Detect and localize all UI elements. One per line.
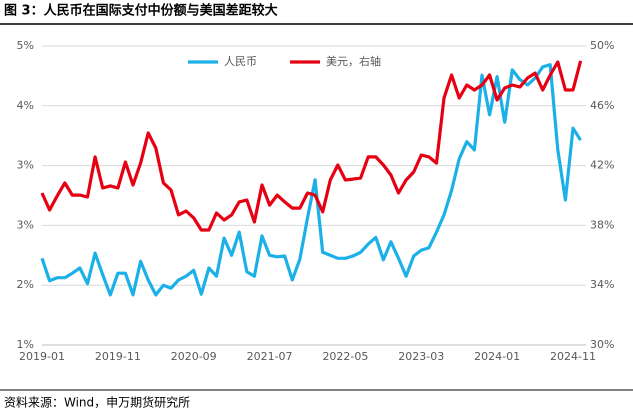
chart-title: 图 3：人民币在国际支付中份额与美国差距较大 [4,3,278,19]
source: 资料来源：Wind，申万期货研究所 [4,395,190,410]
y2-tick-label: 38% [590,218,614,231]
x-tick-label: 2024-11 [550,350,596,363]
y-tick-label: 3% [17,218,34,231]
y-tick-label: 1% [17,338,34,351]
x-tick-label: 2019-11 [95,350,141,363]
y-tick-label: 2% [17,278,34,291]
x-tick-label: 2021-07 [247,350,293,363]
x-tick-label: 2019-01 [19,350,65,363]
x-tick-label: 2024-01 [474,350,520,363]
y-tick-label: 5% [17,39,34,52]
y2-tick-label: 50% [590,39,614,52]
y-tick-label: 3% [17,159,34,172]
x-tick-label: 2023-03 [398,350,444,363]
series-line [40,63,582,297]
y2-tick-label: 42% [590,159,614,172]
legend-label: 人民币 [224,55,257,68]
y2-tick-label: 30% [590,338,614,351]
y2-tick-label: 34% [590,278,614,291]
x-tick-label: 2022-05 [322,350,368,363]
series-line [40,60,583,232]
y-tick-label: 4% [17,99,34,112]
legend-label: 美元，右轴 [326,54,381,68]
x-tick-label: 2020-09 [171,350,217,363]
y2-tick-label: 46% [590,99,614,112]
